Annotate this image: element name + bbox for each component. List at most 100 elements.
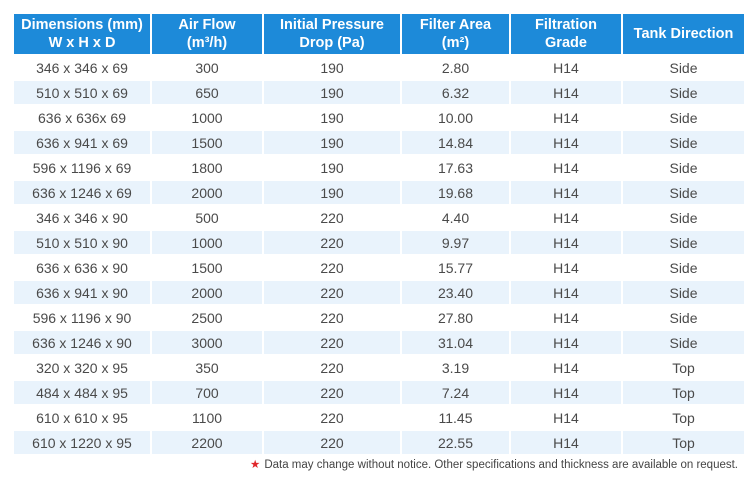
table-row: 596 x 1196 x 69 1800 190 17.63 H14 Side [14,156,744,179]
cell-pressure-drop: 220 [264,206,400,229]
cell-filtration-grade: H14 [511,281,621,304]
cell-air-flow: 300 [152,56,262,79]
table-row: 510 x 510 x 69 650 190 6.32 H14 Side [14,81,744,104]
cell-dimensions: 320 x 320 x 95 [14,356,150,379]
cell-air-flow: 2200 [152,431,262,454]
cell-pressure-drop: 190 [264,156,400,179]
cell-filter-area: 15.77 [402,256,509,279]
cell-pressure-drop: 220 [264,281,400,304]
cell-dimensions: 484 x 484 x 95 [14,381,150,404]
table-body: 346 x 346 x 69 300 190 2.80 H14 Side 510 x 510… [14,56,744,454]
cell-filter-area: 17.63 [402,156,509,179]
cell-dimensions: 510 x 510 x 69 [14,81,150,104]
cell-pressure-drop: 220 [264,356,400,379]
header-line: W x H x D [48,35,116,51]
cell-air-flow: 1500 [152,131,262,154]
cell-air-flow: 3000 [152,331,262,354]
cell-dimensions: 636 x 941 x 69 [14,131,150,154]
cell-filtration-grade: H14 [511,206,621,229]
cell-tank-direction: Top [623,431,744,454]
table-row: 610 x 610 x 95 1100 220 11.45 H14 Top [14,406,744,429]
cell-air-flow: 1000 [152,231,262,254]
cell-dimensions: 610 x 1220 x 95 [14,431,150,454]
cell-dimensions: 636 x 1246 x 69 [14,181,150,204]
table-row: 596 x 1196 x 90 2500 220 27.80 H14 Side [14,306,744,329]
header-line: Grade [545,35,587,51]
star-icon: ★ [250,459,261,471]
cell-filter-area: 6.32 [402,81,509,104]
table-row: 636 x 1246 x 69 2000 190 19.68 H14 Side [14,181,744,204]
header-line: (m³/h) [186,35,228,51]
cell-filtration-grade: H14 [511,106,621,129]
cell-dimensions: 346 x 346 x 69 [14,56,150,79]
cell-tank-direction: Top [623,356,744,379]
cell-filter-area: 10.00 [402,106,509,129]
cell-tank-direction: Top [623,381,744,404]
cell-pressure-drop: 220 [264,406,400,429]
table-row: 636 x 941 x 69 1500 190 14.84 H14 Side [14,131,744,154]
cell-pressure-drop: 190 [264,56,400,79]
cell-tank-direction: Side [623,156,744,179]
cell-tank-direction: Side [623,206,744,229]
cell-pressure-drop: 220 [264,306,400,329]
cell-tank-direction: Side [623,181,744,204]
cell-filtration-grade: H14 [511,231,621,254]
col-header-filtration-grade: Filtration Grade [511,14,621,54]
header-line: Drop (Pa) [299,35,365,51]
cell-tank-direction: Side [623,256,744,279]
cell-filter-area: 14.84 [402,131,509,154]
filter-spec-table: Dimensions (mm) W x H x D Air Flow (m³/h) In… [12,12,746,456]
table-row: 484 x 484 x 95 700 220 7.24 H14 Top [14,381,744,404]
cell-tank-direction: Side [623,56,744,79]
cell-filtration-grade: H14 [511,331,621,354]
cell-pressure-drop: 190 [264,106,400,129]
cell-tank-direction: Side [623,331,744,354]
cell-pressure-drop: 220 [264,256,400,279]
cell-filtration-grade: H14 [511,181,621,204]
table-row: 610 x 1220 x 95 2200 220 22.55 H14 Top [14,431,744,454]
cell-tank-direction: Side [623,306,744,329]
cell-filter-area: 19.68 [402,181,509,204]
cell-air-flow: 1500 [152,256,262,279]
cell-filter-area: 7.24 [402,381,509,404]
cell-filtration-grade: H14 [511,256,621,279]
cell-dimensions: 636 x 636 x 90 [14,256,150,279]
cell-filter-area: 27.80 [402,306,509,329]
cell-dimensions: 636 x 941 x 90 [14,281,150,304]
col-header-filter-area: Filter Area (m²) [402,14,509,54]
cell-dimensions: 346 x 346 x 90 [14,206,150,229]
header-line: Filter Area [419,17,492,33]
table-row: 510 x 510 x 90 1000 220 9.97 H14 Side [14,231,744,254]
cell-filtration-grade: H14 [511,81,621,104]
cell-pressure-drop: 190 [264,181,400,204]
cell-dimensions: 636 x 1246 x 90 [14,331,150,354]
footnote: ★ Data may change without notice. Other s… [250,457,738,471]
table-row: 636 x 1246 x 90 3000 220 31.04 H14 Side [14,331,744,354]
col-header-pressure-drop: Initial Pressure Drop (Pa) [264,14,400,54]
cell-filter-area: 9.97 [402,231,509,254]
cell-air-flow: 1800 [152,156,262,179]
cell-tank-direction: Side [623,131,744,154]
table-row: 346 x 346 x 69 300 190 2.80 H14 Side [14,56,744,79]
footnote-text: Data may change without notice. Other sp… [264,459,738,471]
cell-filtration-grade: H14 [511,131,621,154]
cell-pressure-drop: 190 [264,81,400,104]
cell-air-flow: 1000 [152,106,262,129]
cell-filter-area: 4.40 [402,206,509,229]
cell-air-flow: 700 [152,381,262,404]
header-line: Filtration [534,17,598,33]
col-header-tank-direction: Tank Direction [623,14,744,54]
cell-filtration-grade: H14 [511,56,621,79]
cell-pressure-drop: 220 [264,231,400,254]
cell-tank-direction: Top [623,406,744,429]
cell-filter-area: 23.40 [402,281,509,304]
cell-filter-area: 31.04 [402,331,509,354]
cell-filtration-grade: H14 [511,406,621,429]
cell-filtration-grade: H14 [511,431,621,454]
cell-tank-direction: Side [623,81,744,104]
cell-pressure-drop: 220 [264,381,400,404]
table-row: 346 x 346 x 90 500 220 4.40 H14 Side [14,206,744,229]
header-line: Tank Direction [633,26,734,42]
cell-tank-direction: Side [623,281,744,304]
